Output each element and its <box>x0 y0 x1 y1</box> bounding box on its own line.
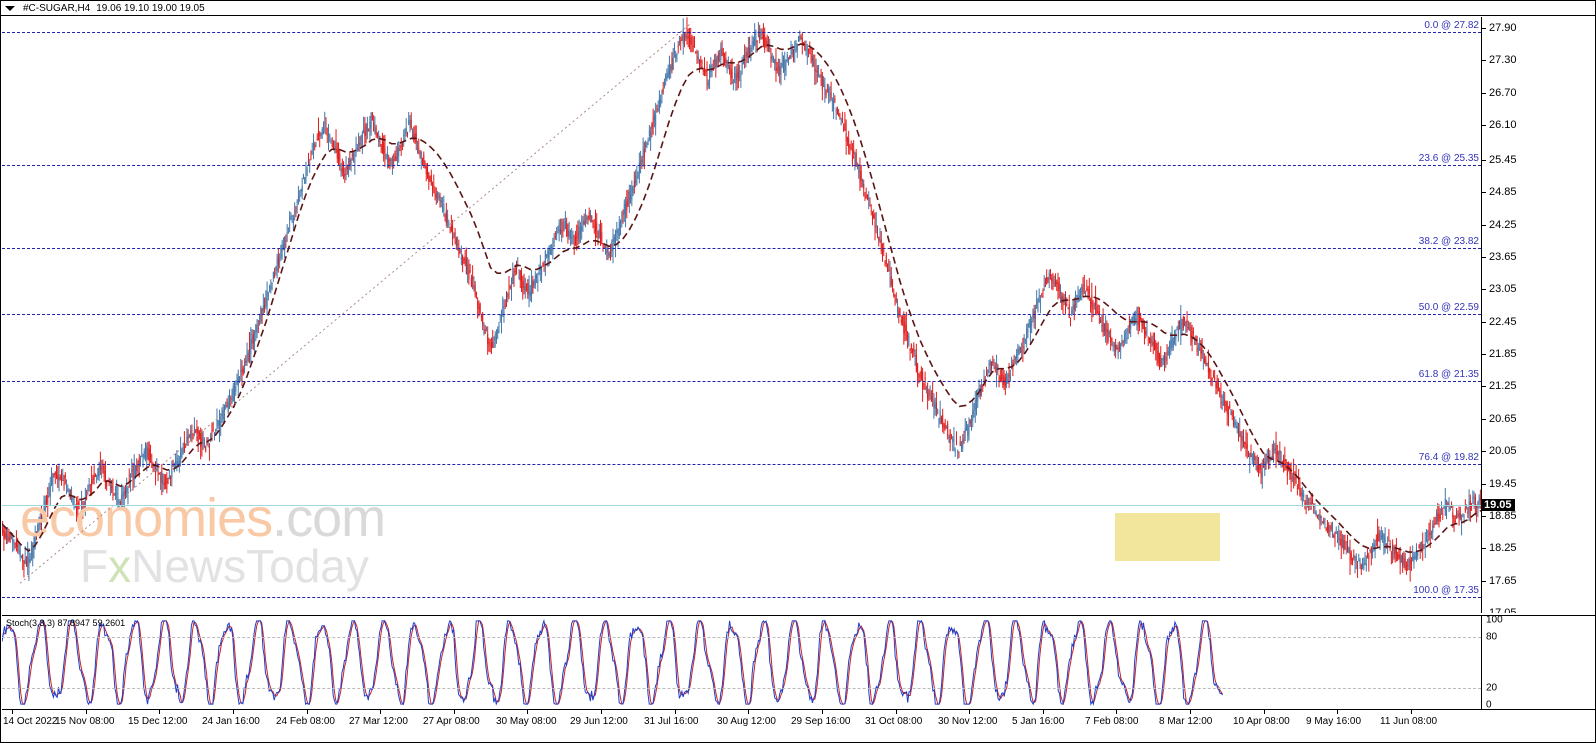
time-label-13: 30 Nov 12:00 <box>938 716 998 727</box>
indicator-label: Stoch(3,3,3) 87.8947 59.2601 <box>6 618 126 628</box>
fib-line-38.2[interactable] <box>2 247 1481 249</box>
price-tick-27.30: 27.30 <box>1482 54 1517 66</box>
highlight-region <box>1115 513 1220 561</box>
price-tick-20.65: 20.65 <box>1482 413 1517 425</box>
stochastic-plot-area[interactable] <box>2 616 1481 709</box>
time-tick <box>969 710 970 714</box>
time-label-7: 30 May 08:00 <box>496 716 557 727</box>
time-tick <box>233 710 234 714</box>
fib-line-76.4[interactable] <box>2 463 1481 465</box>
price-tick-19.45: 19.45 <box>1482 478 1517 490</box>
fib-line-61.8[interactable] <box>2 381 1481 383</box>
time-tick <box>896 710 897 714</box>
time-tick <box>822 710 823 714</box>
fib-label-0.0: 0.0 @ 27.82 <box>1424 20 1479 32</box>
price-tick-21.25: 21.25 <box>1482 380 1517 392</box>
price-tick-18.85: 18.85 <box>1482 510 1517 522</box>
price-tick-20.05: 20.05 <box>1482 445 1517 457</box>
stochastic-series <box>2 618 1223 706</box>
time-label-0: 14 Oct 2022 <box>3 716 58 727</box>
time-label-10: 30 Aug 12:00 <box>717 716 776 727</box>
fib-label-38.2: 38.2 @ 23.82 <box>1418 235 1479 247</box>
current-price-line <box>2 505 1481 507</box>
stoch-tick-100: 100 <box>1486 615 1503 626</box>
current-price-tag: 19.05 <box>1481 499 1515 512</box>
fib-line-23.6[interactable] <box>2 165 1481 167</box>
stoch-level-20-line <box>2 688 1481 689</box>
stoch-tick-80: 80 <box>1486 631 1498 643</box>
time-label-12: 31 Oct 08:00 <box>865 716 923 727</box>
time-label-18: 9 May 16:00 <box>1306 716 1362 727</box>
time-axis[interactable]: 14 Oct 2022 15 Nov 08:00 15 Dec 12:00 24 Ja… <box>2 709 1595 742</box>
time-tick <box>675 710 676 714</box>
time-label-3: 24 Jan 16:00 <box>202 716 260 727</box>
time-tick <box>1043 710 1044 714</box>
price-tick-27.90: 27.90 <box>1482 22 1517 34</box>
time-tick <box>1411 710 1412 714</box>
time-label-15: 7 Feb 08:00 <box>1085 716 1139 727</box>
price-pane[interactable]: economies.com FxNewsToday 0.0 @ 27.82 23.… <box>2 17 1595 613</box>
time-tick <box>307 710 308 714</box>
fib-label-50.0: 50.0 @ 22.59 <box>1418 302 1479 314</box>
price-tick-25.45: 25.45 <box>1482 154 1517 166</box>
price-tick-26.70: 26.70 <box>1482 87 1517 99</box>
fib-line-50.0[interactable] <box>2 314 1481 316</box>
price-tick-21.85: 21.85 <box>1482 348 1517 360</box>
time-label-2: 15 Dec 12:00 <box>128 716 188 727</box>
moving-average-line <box>2 43 1481 553</box>
time-label-19: 11 Jun 08:00 <box>1380 716 1438 727</box>
stochastic-axis: 100 80 20 0 <box>1481 616 1595 709</box>
chart-titlebar: #C-SUGAR,H4 19.06 19.10 19.00 19.05 <box>1 1 1595 16</box>
time-label-14: 5 Jan 16:00 <box>1012 716 1065 727</box>
time-label-9: 31 Jul 16:00 <box>644 716 699 727</box>
time-label-8: 29 Jun 12:00 <box>570 716 628 727</box>
fib-line-100.0[interactable] <box>2 596 1481 598</box>
time-tick <box>527 710 528 714</box>
indicator-pane[interactable]: Stoch(3,3,3) 87.8947 59.2601 100 80 20 0 <box>2 615 1595 709</box>
time-tick <box>748 710 749 714</box>
time-tick <box>86 710 87 714</box>
time-tick <box>601 710 602 714</box>
price-plot-area[interactable]: economies.com FxNewsToday 0.0 @ 27.82 23.… <box>2 17 1481 613</box>
time-tick <box>1337 710 1338 714</box>
price-tick-26.10: 26.10 <box>1482 119 1517 131</box>
trendline <box>19 22 693 584</box>
time-tick <box>12 710 13 714</box>
stoch-level-80-line <box>2 637 1481 638</box>
time-label-17: 10 Apr 08:00 <box>1233 716 1290 727</box>
caret-down-icon[interactable] <box>5 5 15 11</box>
time-tick <box>1190 710 1191 714</box>
time-label-6: 27 Apr 08:00 <box>423 716 480 727</box>
price-tick-17.05: 17.05 <box>1482 607 1517 613</box>
fib-label-61.8: 61.8 @ 21.35 <box>1418 369 1479 381</box>
stoch-tick-20: 20 <box>1486 682 1498 694</box>
time-label-4: 24 Feb 08:00 <box>276 716 335 727</box>
price-tick-23.05: 23.05 <box>1482 283 1517 295</box>
time-label-5: 27 Mar 12:00 <box>349 716 408 727</box>
time-tick <box>159 710 160 714</box>
price-tick-18.25: 18.25 <box>1482 542 1517 554</box>
time-tick <box>454 710 455 714</box>
price-tick-17.65: 17.65 <box>1482 575 1517 587</box>
fib-label-23.6: 23.6 @ 25.35 <box>1418 153 1479 165</box>
time-label-16: 8 Mar 12:00 <box>1159 716 1213 727</box>
time-label-11: 29 Sep 16:00 <box>791 716 851 727</box>
stoch-tick-0: 0 <box>1486 699 1492 710</box>
price-tick-22.45: 22.45 <box>1482 316 1517 328</box>
time-tick <box>1264 710 1265 714</box>
price-axis[interactable]: 27.90 27.30 26.70 26.10 25.45 24.85 24.25 23.65… <box>1481 17 1595 613</box>
symbol-label: #C-SUGAR,H4 <box>23 2 91 14</box>
time-tick <box>380 710 381 714</box>
fib-label-100.0: 100.0 @ 17.35 <box>1413 584 1479 596</box>
fib-line-0.0[interactable] <box>2 32 1481 34</box>
time-label-1: 15 Nov 08:00 <box>55 716 115 727</box>
ohlc-values: 19.06 19.10 19.00 19.05 <box>96 2 205 14</box>
fib-label-76.4: 76.4 @ 19.82 <box>1418 451 1479 463</box>
price-tick-24.25: 24.25 <box>1482 219 1517 231</box>
time-tick <box>1116 710 1117 714</box>
price-tick-24.85: 24.85 <box>1482 186 1517 198</box>
price-tick-23.65: 23.65 <box>1482 251 1517 263</box>
